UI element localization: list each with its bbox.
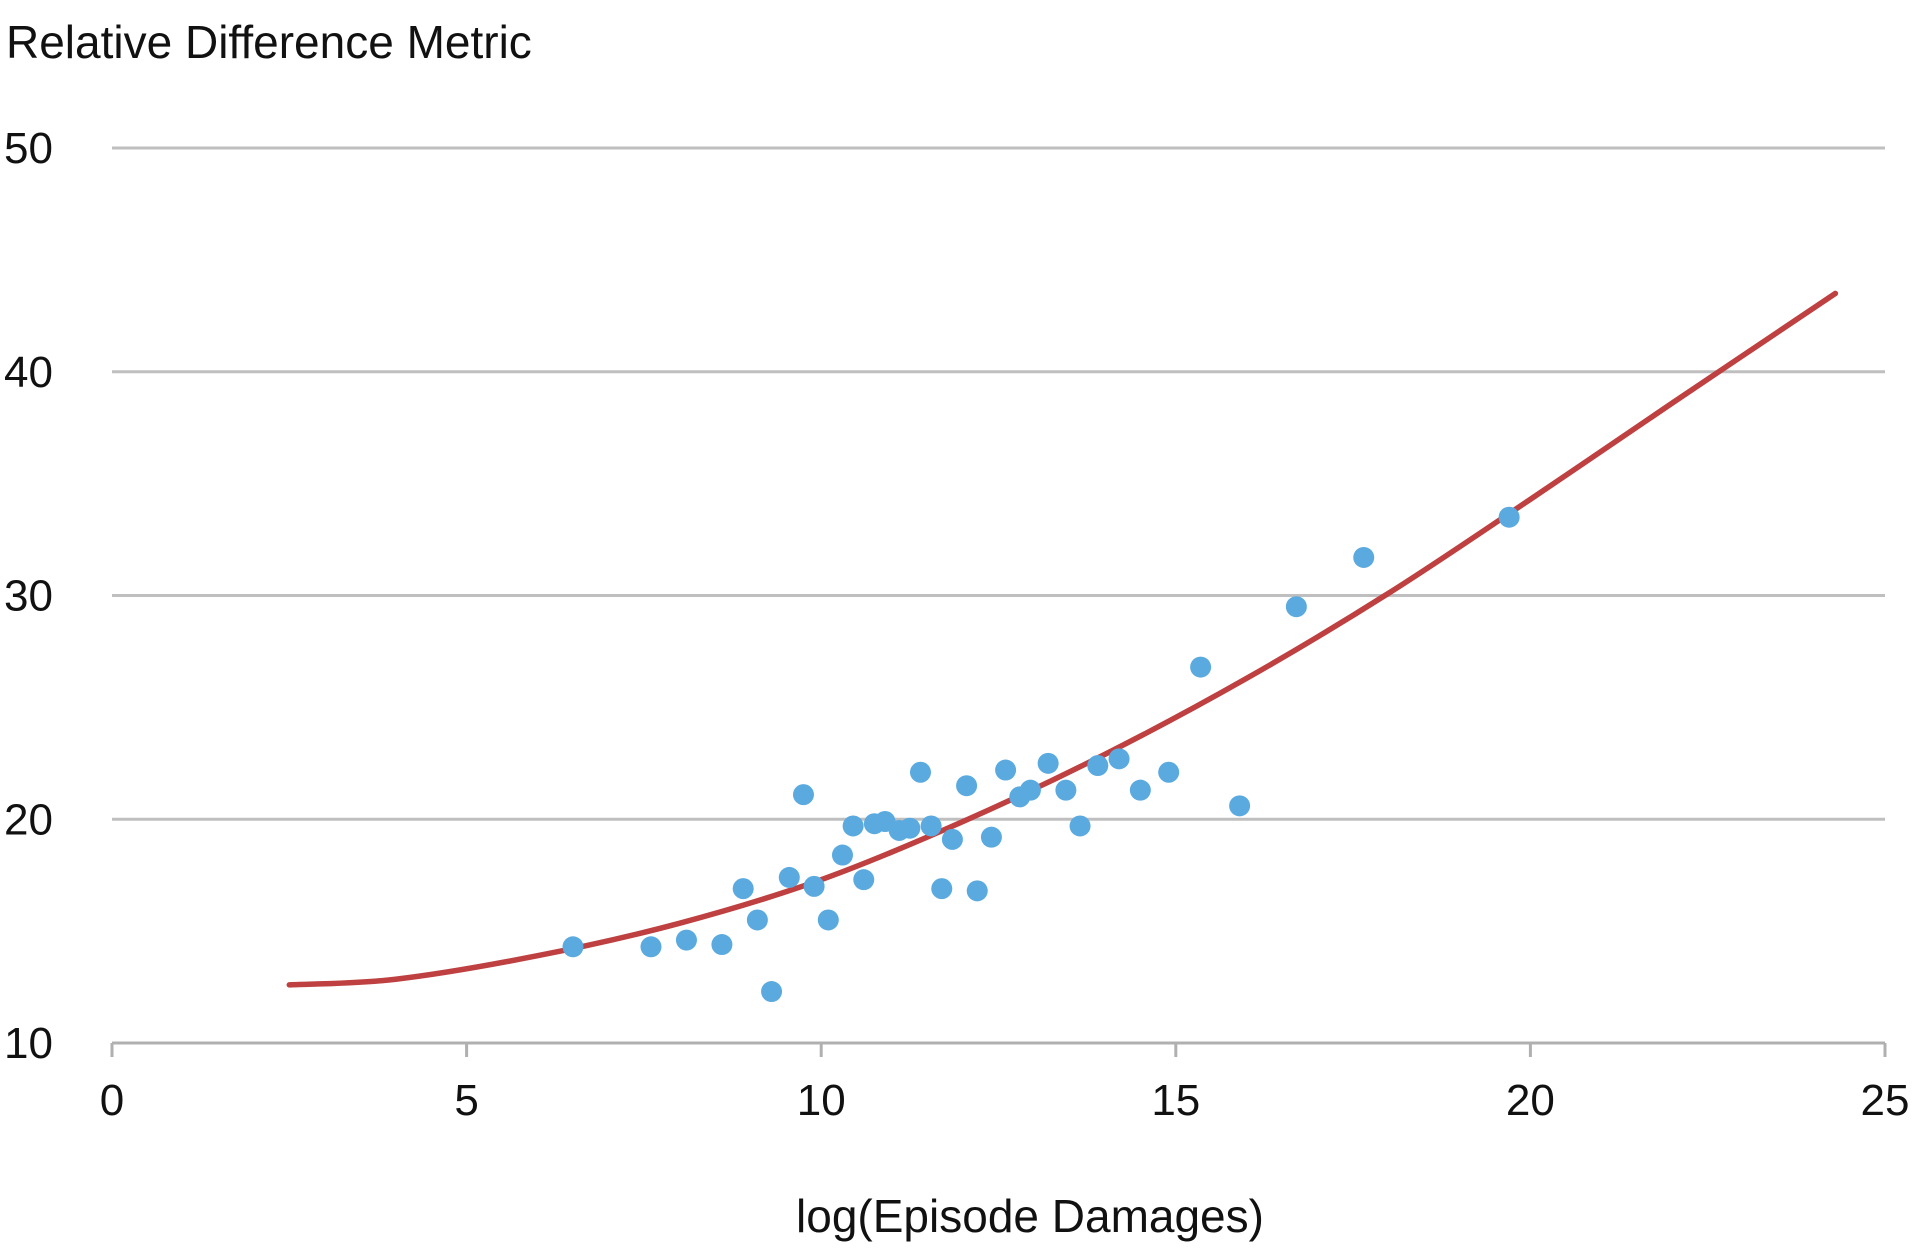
data-point <box>853 869 875 891</box>
x-axis <box>110 1041 1887 1057</box>
data-point <box>732 878 754 900</box>
y-tick-label: 40 <box>4 348 53 397</box>
x-tick-label: 25 <box>1861 1076 1910 1125</box>
y-axis-title: Relative Difference Metric <box>6 16 532 68</box>
data-point <box>1069 815 1091 837</box>
data-point <box>920 815 942 837</box>
data-point <box>675 929 697 951</box>
data-point <box>761 981 783 1003</box>
data-point <box>831 844 853 866</box>
data-point <box>899 817 921 839</box>
data-point <box>1055 779 1077 801</box>
fit-line <box>286 290 1839 988</box>
data-point <box>1019 779 1041 801</box>
data-point <box>909 761 931 783</box>
data-point <box>941 828 963 850</box>
data-point <box>1087 755 1109 777</box>
data-point <box>1108 748 1130 770</box>
x-tick-labels: 0 5 10 15 20 25 <box>100 1076 1910 1125</box>
x-tick-label: 20 <box>1506 1076 1555 1125</box>
data-point <box>980 826 1002 848</box>
data-point <box>1158 761 1180 783</box>
data-point <box>956 775 978 797</box>
data-point <box>803 875 825 897</box>
data-point <box>1129 779 1151 801</box>
data-point <box>1498 506 1520 528</box>
y-tick-label: 30 <box>4 572 53 621</box>
data-point <box>792 784 814 806</box>
data-point <box>1353 546 1375 568</box>
gridlines <box>112 146 1885 821</box>
y-tick-labels: 10 20 30 40 50 <box>4 124 53 1068</box>
data-point <box>931 878 953 900</box>
y-tick-label: 50 <box>4 124 53 173</box>
data-point <box>1037 752 1059 774</box>
data-point <box>995 759 1017 781</box>
data-point <box>778 866 800 888</box>
x-tick-label: 10 <box>797 1076 846 1125</box>
y-tick-label: 10 <box>4 1019 53 1068</box>
data-point <box>817 909 839 931</box>
data-point <box>640 936 662 958</box>
data-point <box>842 815 864 837</box>
data-point <box>966 880 988 902</box>
x-tick-label: 15 <box>1151 1076 1200 1125</box>
data-points <box>562 506 1520 1003</box>
data-point <box>1285 596 1307 618</box>
y-tick-label: 20 <box>4 795 53 844</box>
x-tick-label: 5 <box>454 1076 478 1125</box>
data-point <box>1190 656 1212 678</box>
data-point <box>711 934 733 956</box>
x-tick-label: 0 <box>100 1076 124 1125</box>
fit-line-layer <box>286 290 1839 988</box>
x-axis-title: log(Episode Damages) <box>796 1190 1264 1242</box>
data-point <box>562 936 584 958</box>
data-point <box>1229 795 1251 817</box>
data-point <box>746 909 768 931</box>
